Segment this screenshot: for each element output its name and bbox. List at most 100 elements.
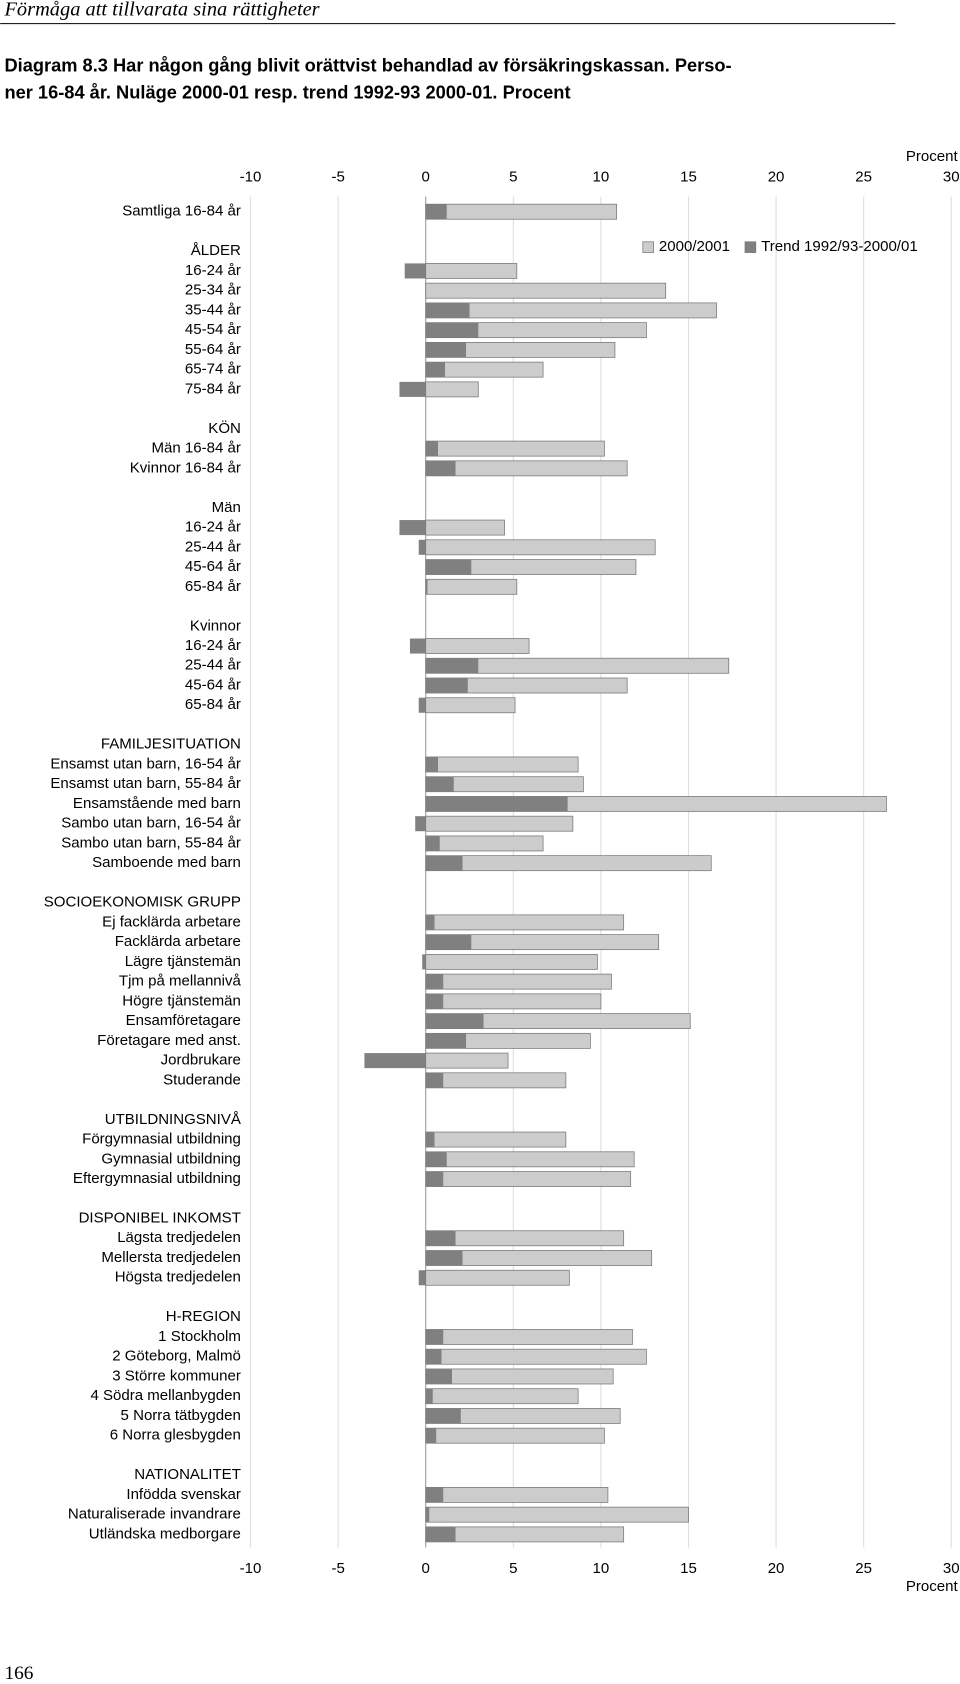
bar: [425, 1230, 456, 1246]
bar: [425, 835, 440, 851]
bar: [425, 1269, 570, 1286]
bar: [425, 519, 505, 536]
y-tick-label: 16-24 år: [185, 637, 241, 654]
y-tick-label: Ensamföretagare: [126, 1012, 241, 1029]
bar: [425, 1427, 605, 1444]
bar: [404, 263, 426, 279]
bar: [425, 1507, 430, 1523]
bar: [425, 658, 479, 674]
y-tick-label: Ensamstående med barn: [73, 795, 241, 812]
bar: [425, 1506, 689, 1523]
y-tick-label: 25-44 år: [185, 538, 241, 555]
y-tick-label: 45-54 år: [185, 321, 241, 338]
y-tick-label: Eftergymnasial utbildning: [73, 1170, 241, 1187]
y-tick-label: FAMILJESITUATION: [101, 736, 241, 753]
bar: [418, 697, 426, 713]
x-tick-label: 0: [422, 1560, 430, 1577]
legend-label: Trend 1992/93-2000/01: [761, 238, 918, 255]
y-tick-label: 45-64 år: [185, 676, 241, 693]
x-tick-label: 15: [680, 1560, 697, 1577]
legend-label: 2000/2001: [659, 238, 730, 255]
bar: [425, 993, 602, 1010]
y-tick-label: Samboende med barn: [92, 854, 241, 871]
y-tick-label: SOCIOEKONOMISK GRUPP: [44, 894, 241, 911]
bar: [425, 322, 479, 338]
y-tick-label: Högsta tredjedelen: [115, 1269, 241, 1286]
y-tick-label: 25-44 år: [185, 657, 241, 674]
bar: [425, 796, 568, 812]
x-tick-label: -10: [240, 1560, 262, 1577]
y-tick-label: Sambo utan barn, 16-54 år: [61, 815, 241, 832]
bar: [409, 638, 426, 654]
x-tick-label: 20: [768, 168, 785, 185]
bar: [422, 954, 426, 970]
bar: [425, 1348, 647, 1365]
y-tick-label: ÅLDER: [191, 242, 241, 259]
bar: [425, 282, 667, 299]
bar: [425, 302, 470, 318]
bar: [425, 440, 605, 457]
bar: [425, 953, 598, 970]
y-tick-label: Ensamst utan barn, 16-54 år: [50, 755, 241, 772]
bar: [425, 1013, 484, 1029]
bar: [425, 263, 518, 279]
bar: [425, 815, 574, 832]
bar: [425, 638, 530, 654]
y-tick-label: Förgymnasial utbildning: [82, 1131, 241, 1148]
x-tick-label: 20: [768, 1560, 785, 1577]
y-tick-label: 65-84 år: [185, 696, 241, 713]
y-tick-label: 35-44 år: [185, 301, 241, 318]
bar: [425, 1487, 609, 1503]
bar: [425, 1329, 633, 1345]
bar: [425, 1171, 444, 1187]
y-tick-label: 16-24 år: [185, 262, 241, 279]
bar: [399, 520, 426, 536]
bar: [425, 855, 712, 872]
x-tick-label: 25: [855, 168, 872, 185]
x-tick-label: 30: [943, 168, 960, 185]
bar: [425, 914, 435, 930]
bar: [425, 204, 447, 220]
y-tick-label: Studerande: [163, 1071, 241, 1088]
bar: [425, 1388, 433, 1404]
bar: [425, 1526, 456, 1542]
page-header: Förmåga att tillvarata sina rättigheter: [3, 0, 319, 20]
bar: [425, 934, 472, 950]
bar: [425, 697, 516, 714]
bar: [425, 1329, 444, 1345]
y-tick-label: Lägsta tredjedelen: [117, 1229, 241, 1246]
y-tick-label: Naturaliserade invandrare: [68, 1506, 241, 1523]
x-tick-label: 5: [509, 168, 517, 185]
y-tick-label: Lägre tjänstemän: [125, 953, 241, 970]
page-number: 166: [4, 1663, 33, 1684]
y-tick-label: 65-84 år: [185, 578, 241, 595]
bar: [425, 835, 544, 852]
y-tick-label: 3 Större kommuner: [112, 1367, 241, 1384]
y-tick-label: Högre tjänstemän: [122, 992, 241, 1009]
bar: [418, 539, 426, 555]
y-tick-label: Kvinnor: [190, 617, 241, 634]
x-tick-label: 25: [855, 1560, 872, 1577]
bar: [425, 460, 628, 477]
bar: [425, 203, 618, 220]
bar: [425, 677, 468, 694]
bar: [425, 578, 518, 595]
x-tick-label: -5: [331, 1560, 344, 1577]
bar: [425, 1368, 614, 1385]
y-tick-label: Mellersta tredjedelen: [101, 1249, 241, 1266]
y-tick-label: 65-74 år: [185, 361, 241, 378]
x-tick-label: 15: [680, 168, 697, 185]
chart-title: Diagram 8.3 Har någon gång blivit orättv…: [4, 54, 731, 75]
bar: [425, 1131, 567, 1148]
bar: [425, 1151, 447, 1167]
chart-title: ner 16-84 år. Nuläge 2000-01 resp. trend…: [4, 81, 570, 102]
y-tick-label: Jordbrukare: [161, 1052, 241, 1069]
y-tick-label: 6 Norra glesbygden: [110, 1427, 241, 1444]
y-tick-label: Ej facklärda arbetare: [102, 913, 241, 930]
y-tick-label: H-REGION: [166, 1308, 241, 1325]
y-tick-label: UTBILDNINGSNIVÅ: [105, 1111, 241, 1128]
bar: [364, 1053, 426, 1069]
bar: [425, 974, 444, 990]
y-tick-label: Sambo utan barn, 55-84 år: [61, 834, 241, 851]
